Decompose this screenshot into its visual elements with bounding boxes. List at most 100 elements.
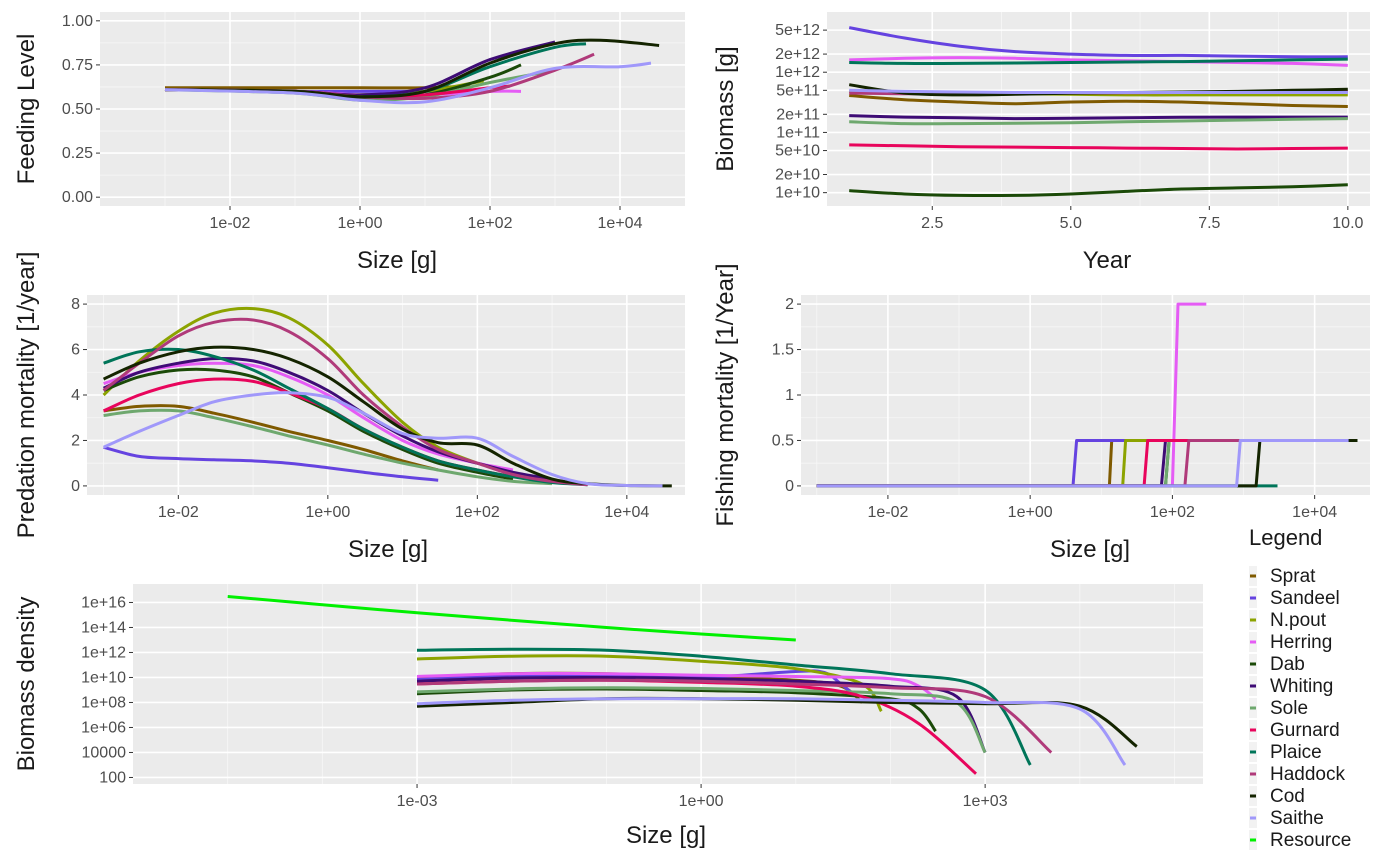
legend-entry: Saithe [1249, 808, 1324, 829]
x-tick-label: 1e+02 [468, 215, 513, 232]
series-line-sandeel [848, 26, 1348, 59]
series-line-sole [103, 408, 553, 486]
y-tick-label: 5e+12 [775, 22, 820, 39]
panel-biomass-density: 1e-03 1e+00 1e+03 100 10000 1e+06 1e+08 1e+10 1e… [13, 584, 1203, 849]
y-tick-label: 4 [71, 387, 80, 404]
series-line-saithe [849, 88, 1348, 95]
series-line-haddock [102, 317, 588, 487]
legend-entry: Resource [1249, 830, 1351, 851]
y-axis-title: Predation mortality [1/year] [13, 252, 40, 539]
y-tick-label: 1e+11 [776, 124, 820, 141]
y-tick-label: 0.75 [62, 57, 93, 74]
y-tick-label: 1e+10 [81, 669, 126, 686]
series-line-herring [416, 671, 937, 700]
legend-entry: Cod [1249, 786, 1305, 807]
x-tick-label: 1e+00 [1008, 504, 1053, 521]
chart-panels: 1e-02 1e+00 1e+02 1e+040.000.250.500.751.00… [13, 12, 1370, 849]
x-tick-labels: 1e-02 1e+00 1e+02 1e+04 [158, 504, 650, 521]
legend-entry: Herring [1249, 632, 1332, 653]
legend-entry: Gurnard [1249, 720, 1340, 741]
y-tick-label: 1e+08 [81, 694, 126, 711]
y-tick-labels: 100 10000 1e+06 1e+08 1e+10 1e+12 1e+14 1e+16 [81, 594, 126, 786]
y-tick-label: 0 [785, 478, 794, 495]
x-tick-label: 1e+00 [679, 793, 724, 810]
x-tick-label: 1e+02 [1150, 504, 1195, 521]
series-line-plaice [416, 647, 1032, 766]
legend-label: Sandeel [1270, 588, 1340, 609]
minor-gridlines [1001, 12, 1279, 206]
legend-label: Whiting [1270, 676, 1333, 697]
series-lines [102, 306, 672, 488]
panel-predation-mortality: 1e-02 1e+00 1e+02 1e+04 0 2 4 6 8 Size [g] Predati… [13, 252, 685, 563]
x-tick-label: 1e-02 [867, 504, 908, 521]
y-tick-labels: 0 0.5 1 1.5 2 [772, 296, 794, 495]
y-tick-label: 1.5 [772, 342, 794, 359]
legend-label: Sprat [1270, 566, 1316, 587]
series-line-cod [164, 38, 660, 99]
panel-background [827, 12, 1370, 206]
series-line-sprat [849, 94, 1348, 108]
legend-label: Resource [1270, 830, 1351, 851]
legend-label: Haddock [1270, 764, 1345, 785]
legend-entry: Dab [1249, 654, 1305, 675]
y-tick-label: 1e+14 [81, 619, 126, 636]
y-tick-label: 1e+10 [775, 185, 820, 202]
legend-label: Saithe [1270, 808, 1324, 829]
series-line-herring [849, 56, 1348, 67]
legend-entry: Whiting [1249, 676, 1333, 697]
y-tick-labels: 0 2 4 6 8 [71, 296, 80, 495]
y-tick-label: 1e+12 [775, 64, 820, 81]
series-line-whiting [849, 114, 1348, 121]
legend-label: N.pout [1270, 610, 1327, 631]
legend-label: Gurnard [1270, 720, 1340, 741]
x-axis-title: Size [g] [626, 822, 706, 849]
legend-entries: SpratSandeelN.poutHerringDabWhitingSoleG… [1249, 566, 1351, 851]
series-line-saithe [102, 391, 663, 488]
x-tick-labels: 1e-02 1e+00 1e+02 1e+04 [210, 215, 643, 232]
series-line-cod [102, 345, 672, 488]
x-tick-labels: 2.5 5.0 7.5 10.0 [921, 215, 1363, 232]
y-tick-label: 1e+16 [81, 594, 126, 611]
series-line-herring [103, 361, 514, 472]
legend-entry: Haddock [1249, 764, 1345, 785]
x-tick-label: 1e-02 [210, 215, 251, 232]
series-line-gurnard [849, 143, 1348, 151]
legend-label: Sole [1270, 698, 1308, 719]
y-tick-label: 1e+06 [81, 719, 126, 736]
series-line-haddock [416, 678, 1053, 754]
y-tick-labels: 0.00 0.25 0.50 0.75 1.00 [62, 13, 93, 206]
legend-entry: Sole [1249, 698, 1308, 719]
y-tick-label: 0.25 [62, 145, 93, 162]
y-tick-label: 1.00 [62, 13, 93, 30]
x-tick-label: 7.5 [1198, 215, 1220, 232]
major-gridlines [823, 12, 1370, 210]
y-tick-label: 2 [71, 432, 80, 449]
series-line-saithe [816, 439, 1349, 488]
y-tick-label: 100 [99, 769, 126, 786]
x-tick-label: 1e-03 [397, 793, 438, 810]
y-tick-label: 6 [71, 342, 80, 359]
y-tick-label: 1 [785, 387, 794, 404]
legend-entry: Plaice [1249, 742, 1322, 763]
legend-label: Herring [1270, 632, 1332, 653]
y-tick-label: 2e+11 [776, 106, 820, 123]
x-tick-label: 1e+00 [305, 504, 350, 521]
legend-entry: Sprat [1249, 566, 1316, 587]
y-tick-label: 0 [71, 478, 80, 495]
y-tick-label: 0.50 [62, 101, 93, 118]
y-tick-label: 2e+10 [775, 167, 820, 184]
legend-label: Cod [1270, 786, 1305, 807]
x-tick-labels: 1e-03 1e+00 1e+03 [397, 793, 1008, 810]
series-lines [164, 38, 660, 105]
series-line-whiting [416, 675, 987, 754]
y-tick-label: 10000 [82, 744, 127, 761]
x-tick-label: 1e+04 [598, 215, 643, 232]
y-axis-title: Biomass [g] [712, 46, 739, 171]
series-line-sole [849, 117, 1348, 126]
x-axis-title: Size [g] [357, 247, 437, 274]
y-tick-label: 8 [71, 296, 80, 313]
y-tick-label: 1e+12 [81, 644, 126, 661]
x-tick-label: 10.0 [1332, 215, 1363, 232]
